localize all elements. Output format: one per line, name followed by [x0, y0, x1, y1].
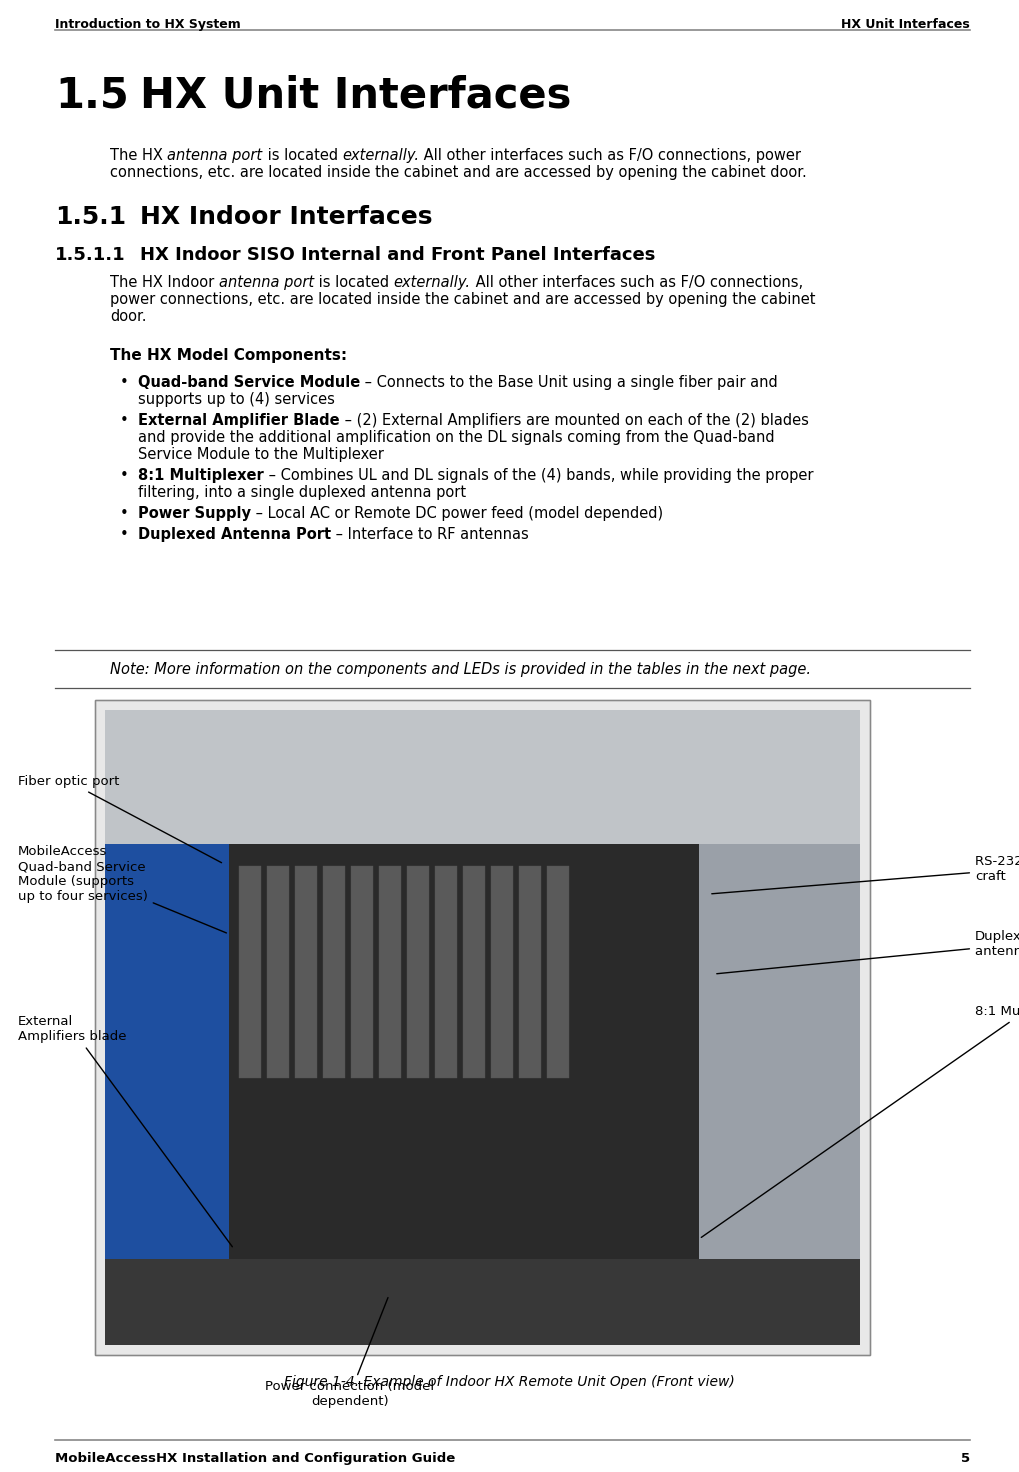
Text: HX Indoor SISO Internal and Front Panel Interfaces: HX Indoor SISO Internal and Front Panel … [140, 246, 655, 263]
Text: The HX Indoor: The HX Indoor [110, 275, 219, 290]
Bar [294, 866, 317, 1078]
Text: Note: More information on the components and LEDs is provided in the tables in t: Note: More information on the components… [110, 662, 811, 677]
Text: antenna port: antenna port [219, 275, 314, 290]
Bar [491, 866, 513, 1078]
Bar [95, 701, 870, 1356]
Text: •: • [120, 468, 128, 483]
Text: power connections, etc. are located inside the cabinet and are accessed by openi: power connections, etc. are located insi… [110, 291, 815, 308]
Text: 8:1 Multiplexer: 8:1 Multiplexer [701, 1005, 1019, 1238]
Text: 1.5: 1.5 [55, 75, 128, 116]
Text: 5: 5 [961, 1451, 970, 1465]
Bar [105, 843, 860, 1269]
Bar [407, 866, 429, 1078]
Text: – Connects to the Base Unit using a single fiber pair and: – Connects to the Base Unit using a sing… [361, 375, 777, 390]
Text: RS-232 local
craft: RS-232 local craft [711, 855, 1019, 894]
Bar [95, 701, 870, 1356]
Text: supports up to (4) services: supports up to (4) services [138, 392, 335, 406]
Text: All other interfaces such as F/O connections,: All other interfaces such as F/O connect… [471, 275, 803, 290]
Text: HX Indoor Interfaces: HX Indoor Interfaces [140, 205, 432, 230]
Text: externally.: externally. [393, 275, 471, 290]
Text: External Amplifier Blade: External Amplifier Blade [138, 414, 339, 428]
Text: •: • [120, 414, 128, 428]
Text: Duplexed Antenna Port: Duplexed Antenna Port [138, 527, 331, 542]
Text: Service Module to the Multiplexer: Service Module to the Multiplexer [138, 447, 384, 462]
Text: 1.5.1.1: 1.5.1.1 [55, 246, 125, 263]
Bar [105, 843, 229, 1269]
Text: antenna port: antenna port [167, 149, 263, 163]
Text: – Interface to RF antennas: – Interface to RF antennas [331, 527, 529, 542]
Text: Figure 1-4. Example of Indoor HX Remote Unit Open (Front view): Figure 1-4. Example of Indoor HX Remote … [283, 1375, 735, 1390]
Text: Power connection (model
dependent): Power connection (model dependent) [265, 1298, 434, 1409]
Bar [105, 1259, 860, 1345]
Text: The HX: The HX [110, 149, 167, 163]
Text: – (2) External Amplifiers are mounted on each of the (2) blades: – (2) External Amplifiers are mounted on… [339, 414, 808, 428]
Text: MobileAccess
Quad-band Service
Module (supports
up to four services): MobileAccess Quad-band Service Module (s… [18, 845, 226, 933]
Text: 8:1 Multiplexer: 8:1 Multiplexer [138, 468, 264, 483]
Text: Duplexed
antenna port: Duplexed antenna port [716, 930, 1019, 973]
Bar [105, 710, 860, 843]
Text: filtering, into a single duplexed antenna port: filtering, into a single duplexed antenn… [138, 484, 466, 500]
Text: and provide the additional amplification on the DL signals coming from the Quad-: and provide the additional amplification… [138, 430, 774, 445]
Text: HX Unit Interfaces: HX Unit Interfaces [140, 75, 572, 116]
Bar [239, 866, 261, 1078]
Bar [463, 866, 485, 1078]
Text: Power Supply: Power Supply [138, 506, 251, 521]
Text: External
Amplifiers blade: External Amplifiers blade [18, 1016, 232, 1247]
Bar [519, 866, 541, 1078]
Bar [323, 866, 345, 1078]
Bar [379, 866, 401, 1078]
Bar [699, 843, 860, 1269]
Text: MobileAccessHX Installation and Configuration Guide: MobileAccessHX Installation and Configur… [55, 1451, 455, 1465]
Text: 1.5.1: 1.5.1 [55, 205, 126, 230]
Text: connections, etc. are located inside the cabinet and are accessed by opening the: connections, etc. are located inside the… [110, 165, 807, 180]
Text: is located: is located [263, 149, 342, 163]
Text: externally.: externally. [342, 149, 420, 163]
Text: is located: is located [314, 275, 393, 290]
Text: The HX Model Components:: The HX Model Components: [110, 347, 347, 364]
Bar [547, 866, 569, 1078]
Text: HX Unit Interfaces: HX Unit Interfaces [842, 18, 970, 31]
Text: •: • [120, 527, 128, 542]
Text: •: • [120, 375, 128, 390]
Text: door.: door. [110, 309, 147, 324]
Text: – Local AC or Remote DC power feed (model depended): – Local AC or Remote DC power feed (mode… [251, 506, 663, 521]
Text: Introduction to HX System: Introduction to HX System [55, 18, 240, 31]
Text: •: • [120, 506, 128, 521]
Bar [351, 866, 373, 1078]
Text: – Combines UL and DL signals of the (4) bands, while providing the proper: – Combines UL and DL signals of the (4) … [264, 468, 813, 483]
Text: Quad-band Service Module: Quad-band Service Module [138, 375, 361, 390]
Bar [267, 866, 289, 1078]
Text: Fiber optic port: Fiber optic port [18, 774, 221, 863]
Text: All other interfaces such as F/O connections, power: All other interfaces such as F/O connect… [420, 149, 801, 163]
Bar [435, 866, 457, 1078]
